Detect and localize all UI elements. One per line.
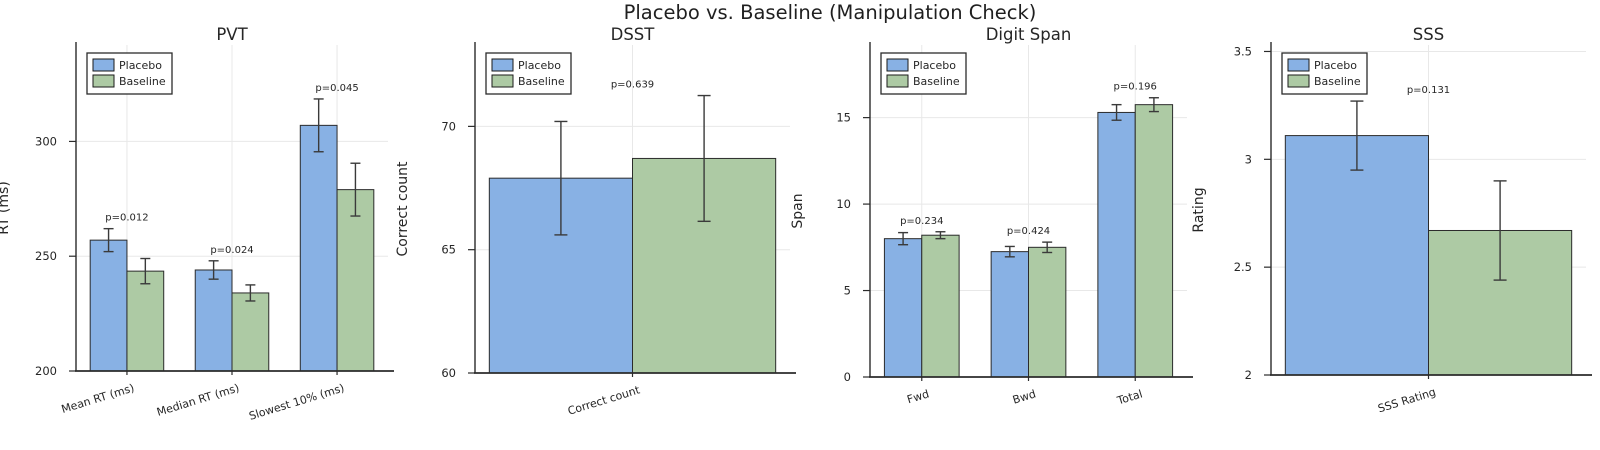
y-tick-label: 5 bbox=[844, 284, 851, 298]
error-bar-placebo-0 bbox=[1350, 100, 1364, 171]
error-bar-baseline-2 bbox=[1148, 97, 1159, 113]
y-tick-label: 300 bbox=[35, 134, 57, 148]
bar-baseline-2 bbox=[336, 189, 375, 372]
legend-label-placebo: Placebo bbox=[518, 59, 561, 72]
legend-swatch-baseline bbox=[491, 74, 514, 88]
bar-baseline-1 bbox=[1028, 246, 1067, 378]
subplot-dsst: p=0.639 60 65 70 Correct count DSST Correct co… bbox=[395, 25, 796, 418]
error-bar-placebo-1 bbox=[1004, 245, 1015, 258]
bar-placebo-1 bbox=[194, 269, 233, 372]
p-value-label: p=0.131 bbox=[1407, 85, 1450, 96]
y-tick-label: 2.5 bbox=[1234, 260, 1252, 274]
p-value-label: p=0.045 bbox=[315, 83, 358, 94]
legend-label-baseline: Baseline bbox=[1314, 75, 1361, 88]
y-tick-label: 65 bbox=[441, 243, 456, 257]
bar-baseline-0 bbox=[921, 234, 960, 378]
legend-label-placebo: Placebo bbox=[119, 59, 162, 72]
legend-label-baseline: Baseline bbox=[518, 75, 565, 88]
legend: Placebo Baseline bbox=[880, 52, 967, 95]
subplot-title: SSS bbox=[1413, 25, 1444, 44]
y-tick-label: 0 bbox=[844, 370, 851, 384]
legend-swatch-placebo bbox=[1287, 58, 1310, 72]
error-bar-placebo-0 bbox=[103, 227, 114, 253]
legend-swatch-placebo bbox=[92, 58, 115, 72]
legend-swatch-placebo bbox=[886, 58, 909, 72]
subplot-title: PVT bbox=[216, 25, 248, 44]
error-bar-baseline-0 bbox=[1493, 180, 1507, 281]
bar-baseline-2 bbox=[1134, 104, 1174, 378]
y-tick-label: 3 bbox=[1245, 152, 1252, 166]
bar-placebo-0 bbox=[89, 239, 128, 372]
bar-placebo-1 bbox=[990, 251, 1030, 378]
x-tick-label: SSS Rating bbox=[1376, 385, 1437, 415]
error-bar-baseline-1 bbox=[1042, 241, 1053, 254]
x-tick-label: Median RT (ms) bbox=[155, 381, 241, 418]
y-tick-label: 15 bbox=[836, 111, 851, 125]
p-value-label: p=0.639 bbox=[611, 80, 654, 91]
error-bar-placebo-2 bbox=[313, 98, 324, 153]
error-bar-baseline-2 bbox=[350, 162, 361, 217]
subplot-digit-span: p=0.234 p=0.424 p=0.196 0 5 10 15 Fwd Bwd Total Di… bbox=[790, 25, 1193, 408]
bar-baseline-0 bbox=[126, 270, 165, 372]
x-tick-label: Total bbox=[1115, 387, 1144, 407]
error-bar-placebo-2 bbox=[1111, 103, 1122, 121]
bar-placebo-2 bbox=[1097, 111, 1136, 378]
legend: Placebo Baseline bbox=[1281, 52, 1368, 95]
x-tick-label: Slowest 10% (ms) bbox=[247, 381, 346, 422]
p-value-label: p=0.424 bbox=[1007, 226, 1050, 237]
legend: Placebo Baseline bbox=[485, 52, 572, 95]
p-value-label: p=0.024 bbox=[210, 245, 253, 256]
legend: Placebo Baseline bbox=[86, 52, 173, 95]
subplot-title: DSST bbox=[611, 25, 656, 44]
y-axis-label: RT (ms) bbox=[0, 181, 12, 235]
y-tick-label: 10 bbox=[836, 197, 851, 211]
y-tick-label: 60 bbox=[441, 366, 456, 380]
y-tick-label: 250 bbox=[35, 249, 57, 263]
error-bar-placebo-0 bbox=[898, 231, 909, 246]
x-tick-label: Bwd bbox=[1011, 387, 1037, 406]
y-tick-label: 200 bbox=[35, 364, 57, 378]
y-axis-label: Span bbox=[790, 193, 806, 228]
x-tick-label: Fwd bbox=[906, 387, 931, 406]
legend-label-placebo: Placebo bbox=[913, 59, 956, 72]
legend-label-baseline: Baseline bbox=[119, 75, 166, 88]
bar-placebo-0 bbox=[883, 238, 923, 378]
subplot-pvt: p=0.012 p=0.024 p=0.045 200 250 300 Mean RT (m… bbox=[0, 25, 394, 423]
p-value-label: p=0.012 bbox=[105, 213, 148, 224]
p-value-label: p=0.196 bbox=[1114, 82, 1157, 93]
legend-label-baseline: Baseline bbox=[913, 75, 960, 88]
error-bar-baseline-0 bbox=[140, 257, 151, 285]
legend-swatch-baseline bbox=[1287, 74, 1310, 88]
y-axis-label: Rating bbox=[1191, 187, 1207, 232]
y-tick-label: 70 bbox=[441, 119, 456, 133]
bar-baseline-1 bbox=[231, 292, 270, 372]
figure-title: Placebo vs. Baseline (Manipulation Check… bbox=[623, 1, 1037, 24]
error-bar-baseline-0 bbox=[697, 94, 711, 223]
subplot-title: Digit Span bbox=[986, 25, 1072, 44]
legend-swatch-baseline bbox=[92, 74, 115, 88]
bar-placebo-2 bbox=[299, 124, 338, 372]
x-tick-label: Mean RT (ms) bbox=[60, 381, 136, 416]
bar-placebo-0 bbox=[1284, 135, 1430, 376]
subplot-sss: p=0.131 2 2.5 3 3.5 SSS Rating SSS Rating Placeb… bbox=[1191, 25, 1592, 415]
error-bar-baseline-1 bbox=[245, 284, 256, 302]
error-bar-baseline-0 bbox=[935, 231, 946, 240]
legend-swatch-baseline bbox=[886, 74, 909, 88]
y-tick-label: 2 bbox=[1245, 368, 1252, 382]
legend-swatch-placebo bbox=[491, 58, 514, 72]
y-tick-label: 3.5 bbox=[1234, 44, 1252, 58]
error-bar-placebo-0 bbox=[554, 120, 568, 236]
y-axis-label: Correct count bbox=[395, 161, 411, 257]
legend-label-placebo: Placebo bbox=[1314, 59, 1357, 72]
p-value-label: p=0.234 bbox=[900, 216, 943, 227]
x-tick-label: Correct count bbox=[566, 383, 642, 417]
error-bar-placebo-1 bbox=[208, 260, 219, 280]
